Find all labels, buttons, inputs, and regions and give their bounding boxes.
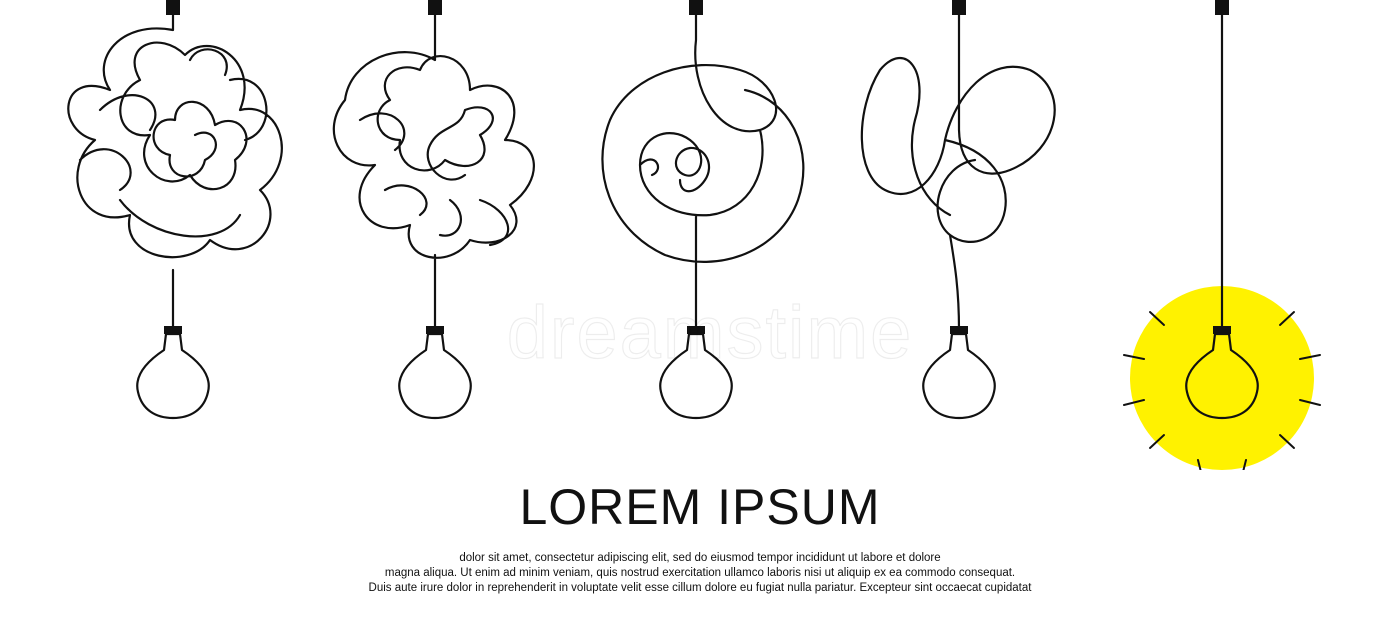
headline: LOREM IPSUM — [519, 479, 881, 535]
light-rays — [1123, 311, 1321, 470]
body-line: Duis aute irure dolor in reprehenderit i… — [368, 582, 1032, 594]
watermark: dreamstime — [506, 290, 914, 374]
body-paragraph: dolor sit amet, consectetur adipiscing e… — [0, 551, 1400, 596]
bulb-spiral — [601, 0, 805, 420]
bulb-tangled-medium — [332, 0, 535, 420]
bulb-tangled-heavy — [67, 0, 283, 420]
bulb-loops — [860, 0, 1056, 420]
glow-circle — [1130, 286, 1314, 470]
bulb-lit-idea — [1123, 0, 1321, 470]
body-line: magna aliqua. Ut enim ad minim veniam, q… — [384, 567, 1016, 579]
body-line: dolor sit amet, consectetur adipiscing e… — [459, 552, 941, 564]
light-bulb-illustration — [67, 0, 1321, 470]
